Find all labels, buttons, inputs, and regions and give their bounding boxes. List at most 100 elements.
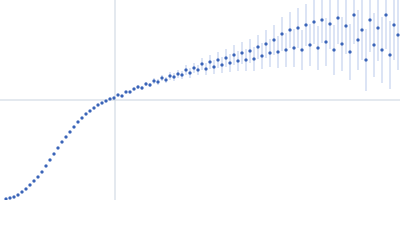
data-point bbox=[368, 18, 372, 22]
data-point bbox=[100, 101, 104, 105]
data-point bbox=[360, 28, 364, 32]
data-point bbox=[356, 38, 360, 42]
data-point bbox=[152, 79, 156, 83]
data-point bbox=[184, 68, 188, 72]
data-point bbox=[268, 51, 272, 55]
data-point bbox=[160, 76, 164, 80]
data-point bbox=[380, 48, 384, 52]
data-point bbox=[68, 130, 72, 134]
data-point bbox=[252, 57, 256, 61]
data-point bbox=[180, 73, 184, 77]
data-point bbox=[192, 66, 196, 70]
data-point bbox=[376, 26, 380, 30]
data-point bbox=[208, 60, 212, 64]
data-point bbox=[12, 195, 16, 199]
data-point bbox=[128, 90, 132, 94]
data-point bbox=[84, 112, 88, 116]
data-point bbox=[232, 53, 236, 57]
data-point bbox=[212, 65, 216, 69]
data-point bbox=[76, 120, 80, 124]
data-point bbox=[348, 50, 352, 54]
data-point bbox=[256, 45, 260, 49]
data-point bbox=[136, 85, 140, 89]
data-point bbox=[304, 23, 308, 27]
data-point bbox=[336, 16, 340, 20]
data-point bbox=[244, 58, 248, 62]
data-point bbox=[32, 179, 36, 183]
data-point bbox=[20, 190, 24, 194]
data-point bbox=[236, 59, 240, 63]
data-point bbox=[248, 49, 252, 53]
data-point bbox=[308, 43, 312, 47]
data-point bbox=[88, 109, 92, 113]
data-point bbox=[264, 42, 268, 46]
data-point bbox=[384, 13, 388, 17]
data-point bbox=[24, 187, 28, 191]
data-point bbox=[28, 183, 32, 187]
data-point bbox=[316, 46, 320, 50]
data-point bbox=[328, 22, 332, 26]
data-point bbox=[8, 196, 12, 200]
data-point bbox=[332, 48, 336, 52]
data-point bbox=[364, 58, 368, 62]
data-point bbox=[52, 152, 56, 156]
data-point bbox=[288, 28, 292, 32]
data-point bbox=[188, 71, 192, 75]
data-point bbox=[388, 53, 392, 57]
data-point bbox=[112, 96, 116, 100]
data-point bbox=[156, 80, 160, 84]
data-point bbox=[40, 170, 44, 174]
data-point bbox=[204, 67, 208, 71]
data-point bbox=[80, 116, 84, 120]
data-point bbox=[300, 48, 304, 52]
data-point bbox=[312, 20, 316, 24]
data-point bbox=[116, 93, 120, 97]
data-point bbox=[148, 83, 152, 87]
data-point bbox=[132, 87, 136, 91]
data-point bbox=[108, 97, 112, 101]
data-point bbox=[64, 135, 68, 139]
data-point bbox=[16, 193, 20, 197]
data-point bbox=[216, 58, 220, 62]
data-point bbox=[272, 38, 276, 42]
data-point bbox=[4, 197, 8, 200]
data-point bbox=[396, 33, 400, 37]
data-point bbox=[72, 125, 76, 129]
chart bbox=[0, 0, 400, 200]
data-point bbox=[352, 13, 356, 17]
data-point bbox=[320, 18, 324, 22]
data-point bbox=[276, 50, 280, 54]
data-point bbox=[228, 61, 232, 65]
data-point bbox=[280, 32, 284, 36]
data-point bbox=[344, 24, 348, 28]
data-point bbox=[176, 72, 180, 76]
data-point bbox=[224, 56, 228, 60]
data-point bbox=[200, 62, 204, 66]
data-point bbox=[56, 146, 60, 150]
data-point bbox=[120, 94, 124, 98]
data-point bbox=[36, 175, 40, 179]
data-point bbox=[292, 46, 296, 50]
data-point bbox=[96, 103, 100, 107]
data-point bbox=[60, 140, 64, 144]
data-point bbox=[260, 54, 264, 58]
data-point bbox=[172, 75, 176, 79]
data-point bbox=[144, 82, 148, 86]
data-point bbox=[196, 68, 200, 72]
data-point bbox=[240, 51, 244, 55]
data-point bbox=[392, 23, 396, 27]
data-point bbox=[296, 26, 300, 30]
data-point bbox=[372, 43, 376, 47]
data-point bbox=[324, 40, 328, 44]
data-point bbox=[220, 63, 224, 67]
data-point bbox=[140, 86, 144, 90]
data-point bbox=[92, 106, 96, 110]
data-point bbox=[44, 164, 48, 168]
data-point bbox=[164, 78, 168, 82]
data-point bbox=[124, 90, 128, 94]
data-point bbox=[168, 74, 172, 78]
data-point bbox=[284, 48, 288, 52]
data-point bbox=[48, 158, 52, 162]
data-point bbox=[340, 42, 344, 46]
data-point bbox=[104, 99, 108, 103]
